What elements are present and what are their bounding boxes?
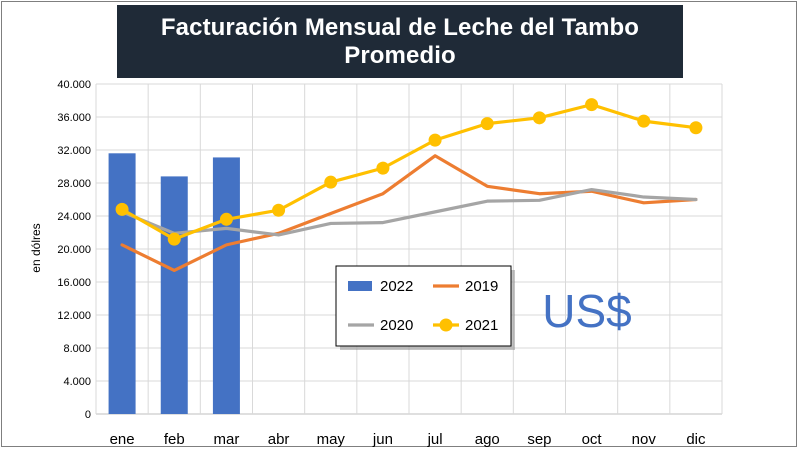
series-lines — [115, 98, 703, 273]
point-2021 — [637, 114, 651, 128]
x-tick-label: abr — [268, 431, 290, 448]
x-tick-label: feb — [164, 431, 185, 448]
bar-2022 — [212, 157, 240, 415]
y-tick-label: 36.000 — [57, 112, 91, 124]
legend-label-2022: 2022 — [380, 278, 413, 295]
y-tick-label: 16.000 — [57, 277, 91, 289]
title-banner: Facturación Mensual de Leche del Tambo P… — [117, 5, 683, 99]
legend: 2022 2019 2020 2021 — [335, 265, 515, 350]
point-2021 — [480, 117, 494, 131]
x-tick-label: ene — [110, 431, 135, 448]
point-2021 — [324, 175, 338, 189]
x-tick-label: may — [317, 431, 346, 448]
line-2020 — [120, 188, 698, 237]
legend-label-2021: 2021 — [465, 317, 498, 334]
point-2021 — [428, 133, 442, 147]
y-tick-label: 40.000 — [57, 79, 91, 91]
x-tick-label: oct — [582, 431, 603, 448]
currency-annotation: US$ — [542, 285, 631, 337]
y-tick-label: 8.000 — [63, 343, 91, 355]
point-2021 — [219, 212, 233, 226]
y-tick-label: 32.000 — [57, 145, 91, 157]
legend-marker-2021 — [439, 318, 453, 332]
point-2021 — [532, 111, 546, 125]
point-2021 — [167, 232, 181, 246]
bar-2022 — [160, 176, 188, 414]
x-tick-label: nov — [632, 431, 657, 448]
bar-2022 — [108, 153, 136, 415]
y-tick-label: 0 — [85, 409, 91, 421]
line-2019 — [120, 154, 698, 273]
bars-2022 — [108, 153, 240, 415]
legend-label-2020: 2020 — [380, 317, 413, 334]
x-tick-label: jul — [427, 431, 443, 448]
legend-swatch-2022 — [348, 281, 372, 291]
point-2021 — [272, 203, 286, 217]
x-tick-label: ago — [475, 431, 500, 448]
chart-title: Facturación Mensual de Leche del Tambo P… — [160, 14, 640, 69]
y-axis-ticks: 0 4.000 8.000 12.000 16.000 20.000 24.000 28.00… — [57, 79, 91, 421]
y-tick-label: 24.000 — [57, 211, 91, 223]
x-tick-label: mar — [213, 431, 239, 448]
y-tick-label: 28.000 — [57, 178, 91, 190]
line-2021 — [120, 103, 698, 241]
gridlines — [95, 83, 723, 415]
x-tick-label: sep — [527, 431, 551, 448]
x-tick-label: dic — [686, 431, 706, 448]
y-axis-label: en dólres — [29, 223, 43, 272]
point-2021 — [115, 202, 129, 216]
y-tick-label: 20.000 — [57, 244, 91, 256]
legend-label-2019: 2019 — [465, 278, 498, 295]
point-2021 — [585, 98, 599, 112]
x-tick-label: jun — [372, 431, 393, 448]
point-2021 — [376, 161, 390, 175]
y-tick-label: 4.000 — [63, 376, 91, 388]
point-2021 — [689, 121, 703, 135]
y-tick-label: 12.000 — [57, 310, 91, 322]
legend-box — [335, 265, 512, 347]
chart-subtitle: - sin IVA y en US$ - — [326, 80, 474, 99]
x-axis-ticks: ene feb mar abr may jun jul ago sep oct nov dic — [110, 431, 706, 448]
